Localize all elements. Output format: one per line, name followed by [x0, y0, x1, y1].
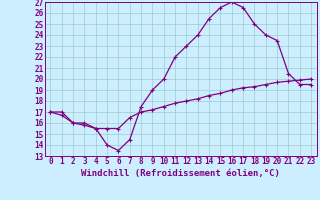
X-axis label: Windchill (Refroidissement éolien,°C): Windchill (Refroidissement éolien,°C)	[81, 169, 280, 178]
